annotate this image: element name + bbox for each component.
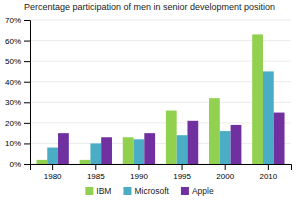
chart-title: Percentage participation of men in senio… <box>24 2 275 12</box>
y-tick: 70% <box>5 16 30 25</box>
grid-line <box>30 122 291 123</box>
x-tick-label: 2000 <box>216 172 234 181</box>
y-tick-mark <box>24 164 30 165</box>
x-tick: 1995 <box>173 164 191 181</box>
bar <box>187 121 198 164</box>
y-tick-label: 40% <box>5 78 21 87</box>
y-tick-label: 30% <box>5 98 21 107</box>
bar <box>263 71 274 164</box>
y-tick: 10% <box>5 139 30 148</box>
bar <box>123 137 134 164</box>
y-axis: 0% 10% 20% 30% 40% 50% 60% 70% <box>5 16 31 169</box>
x-tick: 2010 <box>259 164 277 181</box>
x-tick-mark <box>268 164 269 170</box>
x-tick-label: 1990 <box>130 172 148 181</box>
bar <box>166 111 177 164</box>
y-tick-label: 50% <box>5 57 21 66</box>
y-tick-label: 60% <box>5 37 21 46</box>
y-tick-label: 0% <box>9 160 21 169</box>
y-tick-mark <box>24 143 30 144</box>
y-tick: 50% <box>5 57 30 66</box>
y-tick-mark <box>24 61 30 62</box>
bar <box>220 131 231 164</box>
x-tick-label: 1980 <box>44 172 62 181</box>
y-tick-label: 10% <box>5 139 21 148</box>
grid-line <box>30 102 291 103</box>
x-tick: 1990 <box>130 164 148 181</box>
bar <box>58 133 69 164</box>
bar <box>101 137 112 164</box>
x-tick: 2000 <box>216 164 234 181</box>
legend-swatch <box>123 187 131 195</box>
legend-label: IBM <box>96 186 111 196</box>
bar <box>209 98 220 164</box>
y-tick-mark <box>24 102 30 103</box>
y-tick: 60% <box>5 37 30 46</box>
grid-line <box>30 20 291 21</box>
x-tick-label: 1985 <box>87 172 105 181</box>
legend-swatch <box>85 187 93 195</box>
legend: IBM Microsoft Apple <box>85 186 214 196</box>
legend-label: Microsoft <box>134 186 169 196</box>
chart-svg: Percentage participation of men in senio… <box>0 0 299 200</box>
y-tick: 0% <box>9 160 30 169</box>
y-tick-mark <box>24 82 30 83</box>
bars <box>36 34 284 164</box>
legend-item: IBM <box>85 186 111 196</box>
y-tick-mark <box>24 123 30 124</box>
legend-item: Apple <box>181 186 214 196</box>
x-tick-mark <box>95 164 96 170</box>
y-tick: 40% <box>5 78 30 87</box>
y-tick-mark <box>24 41 30 42</box>
x-tick-label: 2010 <box>259 172 277 181</box>
plot-area: 0% 10% 20% 30% 40% 50% 60% 70% 1980 1985 1990 1995 2… <box>5 16 292 181</box>
bar <box>177 135 188 164</box>
bar <box>90 143 101 164</box>
y-tick-label: 70% <box>5 16 21 25</box>
x-tick-mark <box>138 164 139 170</box>
grid-line <box>30 40 291 41</box>
y-tick: 30% <box>5 98 30 107</box>
legend-item: Microsoft <box>123 186 169 196</box>
bar <box>134 139 145 164</box>
x-axis-line <box>31 165 292 171</box>
x-tick-mark <box>225 164 226 170</box>
bar <box>80 160 91 164</box>
grid <box>30 20 291 164</box>
x-tick-mark <box>52 164 53 170</box>
grid-line <box>30 81 291 82</box>
y-axis-line <box>24 21 31 165</box>
grid-line <box>30 61 291 62</box>
bar <box>274 113 285 164</box>
legend-swatch <box>181 187 189 195</box>
bar <box>36 160 47 164</box>
y-tick: 20% <box>5 119 30 128</box>
y-tick-label: 20% <box>5 119 21 128</box>
chart-container: Percentage participation of men in senio… <box>0 0 299 200</box>
x-tick-label: 1995 <box>173 172 191 181</box>
bar <box>47 148 58 164</box>
bar <box>231 125 242 164</box>
bar <box>252 34 263 164</box>
x-tick: 1985 <box>87 164 105 181</box>
bar <box>144 133 155 164</box>
x-tick-mark <box>182 164 183 170</box>
x-axis: 1980 1985 1990 1995 2000 2010 <box>31 164 292 181</box>
y-tick-mark <box>24 20 30 21</box>
x-tick: 1980 <box>44 164 62 181</box>
chart-title-line: Percentage participation of men in senio… <box>24 2 275 12</box>
legend-label: Apple <box>192 186 214 196</box>
grid-line <box>30 143 291 144</box>
